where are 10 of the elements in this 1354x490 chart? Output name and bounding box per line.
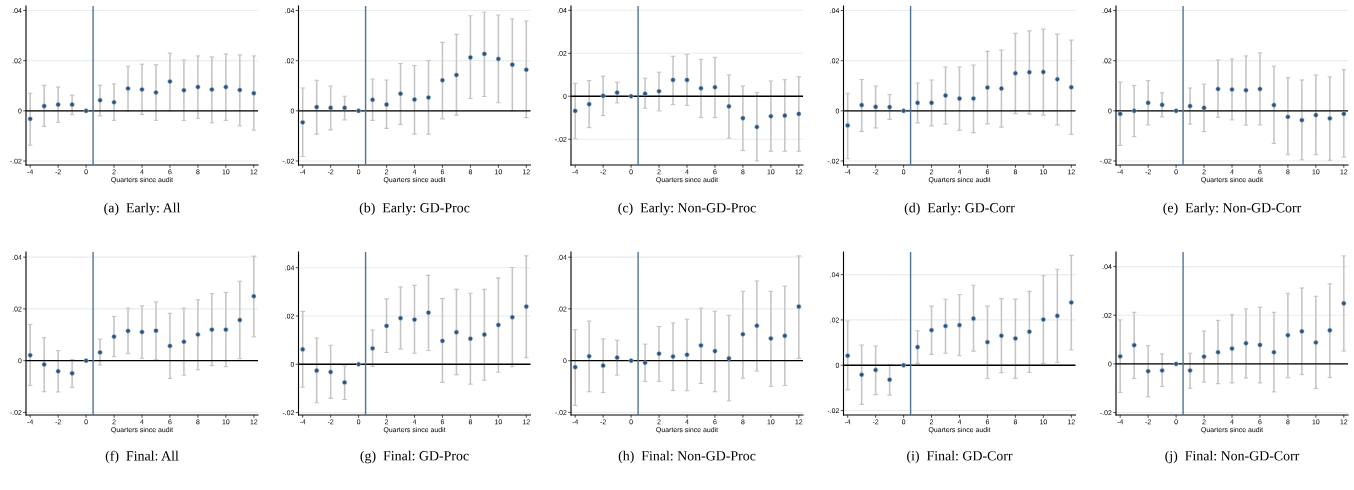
text: (a) Early: All: [104, 202, 181, 216]
text: (i) Final: GD-Corr: [907, 450, 1013, 464]
text: (f) Final: All: [105, 450, 179, 464]
text: (b) Early: GD-Proc: [359, 202, 470, 216]
text: (c) Early: Non-GD-Proc: [618, 202, 756, 216]
text: (h) Final: Non-GD-Proc: [618, 450, 756, 464]
text: (e) Early: Non-GD-Corr: [1163, 202, 1302, 216]
text: (d) Early: GD-Corr: [904, 202, 1015, 216]
text: (j) Final: Non-GD-Corr: [1165, 450, 1300, 464]
text: (g) Final: GD-Proc: [360, 450, 469, 464]
